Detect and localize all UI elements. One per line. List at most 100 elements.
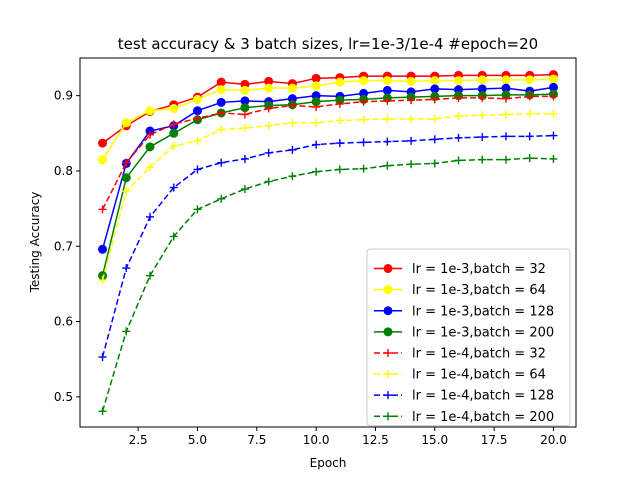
series-lr-1e-4-batch-200-point [240,185,249,194]
series-lr-1e-4-batch-200-point [288,172,297,181]
series-lr-1e-3-batch-128-point [430,84,440,94]
series-lr-1e-4-batch-128-point [549,131,558,140]
series-lr-1e-4-batch-32-point [240,110,249,119]
series-lr-1e-4-batch-128-point [240,154,249,163]
series-lr-1e-4-batch-32-point [146,130,155,139]
legend-label: lr = 1e-3,batch = 128 [412,304,554,319]
series-lr-1e-4-batch-128-point [359,138,368,147]
legend-label: lr = 1e-4,batch = 128 [412,389,554,404]
series-lr-1e-4-batch-128 [98,131,558,361]
series-lr-1e-4-batch-32-point [217,108,226,117]
series-lr-1e-4-batch-64-point [454,111,463,120]
series-lr-1e-4-batch-32-point [549,92,558,101]
series-lr-1e-4-batch-64-point [359,115,368,124]
series-lr-1e-3-batch-64-point [216,85,226,95]
series-lr-1e-3-batch-64-point [264,83,274,93]
series-lr-1e-4-batch-32-point [98,205,107,214]
series-lr-1e-3-batch-64-point [121,118,131,128]
y-axis-label: Testing Accuracy [28,192,42,294]
legend-entry: lr = 1e-4,batch = 32 [374,346,546,361]
legend-entry: lr = 1e-3,batch = 200 [374,325,554,340]
series-lr-1e-4-batch-64-point [122,187,131,196]
series-lr-1e-3-batch-64-point [382,76,392,86]
series-lr-1e-3-batch-32-point [98,138,108,148]
legend-label: lr = 1e-4,batch = 64 [412,368,546,383]
series-lr-1e-4-batch-32-point [478,93,487,102]
series-lr-1e-4-batch-32-point [501,94,510,103]
series-lr-1e-3-batch-64-point [501,75,511,85]
series-lr-1e-4-batch-200 [98,154,558,416]
series-lr-1e-4-batch-128-point [501,132,510,141]
series-lr-1e-4-batch-200-point [501,155,510,164]
series-lr-1e-4-batch-200-point [217,194,226,203]
series-lr-1e-4-batch-64-point [549,109,558,118]
legend-marker [383,264,393,274]
series-lr-1e-3-batch-64 [98,74,558,165]
series-lr-1e-3-batch-64-point [335,77,345,87]
series-lr-1e-4-batch-64-point [478,111,487,120]
series-lr-1e-4-batch-200-point [122,327,131,336]
x-axis: 2.5 5.0 7.5 10.0 12.5 15.0 17.5 20.0 [129,427,567,447]
y-tick-label: 0.5 [54,390,73,404]
series-lr-1e-4-batch-32-point [169,120,178,129]
series-lr-1e-4-batch-64-point [430,114,439,123]
legend-marker [384,391,392,400]
series-lr-1e-3-batch-64-point [169,103,179,113]
series-lr-1e-4-batch-128-point [312,140,321,149]
series-lr-1e-4-batch-32-point [122,158,131,167]
series-lr-1e-4-batch-32 [98,92,558,214]
series-lr-1e-3-batch-200 [98,89,558,281]
series-lr-1e-4-batch-128-point [454,133,463,142]
series-lr-1e-4-batch-128-point [335,139,344,148]
x-tick-label: 17.5 [481,433,508,447]
series-lr-1e-4-batch-64-point [264,121,273,130]
x-tick-label: 7.5 [247,433,266,447]
series-lr-1e-3-batch-64-point [359,76,369,86]
series-lr-1e-3-batch-128-point [382,85,392,95]
series-lr-1e-4-batch-32-point [193,114,202,123]
series-lr-1e-4-batch-64-line [101,112,554,281]
legend-entry: lr = 1e-3,batch = 32 [374,262,546,277]
series-lr-1e-4-batch-64-point [169,142,178,151]
series-lr-1e-3-batch-32-point [311,73,321,83]
series-lr-1e-3-batch-64-point [98,155,108,165]
series-lr-1e-4-batch-128-point [407,136,416,145]
series-lr-1e-3-batch-128-point [98,244,108,254]
series-lr-1e-4-batch-32-point [454,93,463,102]
series-lr-1e-3-batch-64-point [145,106,155,116]
series-lr-1e-4-batch-32-point [264,104,273,113]
series-lr-1e-4-batch-200-point [454,156,463,165]
series-lr-1e-3-batch-32-point [216,77,226,87]
y-tick-label: 0.6 [54,315,73,329]
series-lr-1e-3-batch-200-point [145,142,155,152]
series-lr-1e-4-batch-200-point [146,271,155,280]
legend-marker [383,306,393,316]
x-axis-label: Epoch [310,456,347,470]
series-lr-1e-4-batch-32-point [312,102,321,111]
legend-marker [383,327,393,337]
x-tick-label: 15.0 [421,433,448,447]
series-lr-1e-4-batch-200-point [169,232,178,241]
series-lr-1e-4-batch-64-point [407,114,416,123]
legend-label: lr = 1e-4,batch = 200 [412,410,554,425]
series-lr-1e-4-batch-64-point [288,118,297,127]
series-lr-1e-4-batch-128-point [146,212,155,221]
series-lr-1e-4-batch-32-line [101,95,554,210]
legend-marker [383,285,393,295]
series-lr-1e-3-batch-64-point [311,81,321,91]
legend: lr = 1e-3,batch = 32 lr = 1e-3,batch = 64… [366,248,571,427]
series-lr-1e-4-batch-64-point [217,125,226,134]
series-lr-1e-4-batch-200-point [312,167,321,176]
series-lr-1e-4-batch-128-point [288,145,297,154]
series-lr-1e-4-batch-32-point [359,97,368,106]
series-lr-1e-4-batch-200-point [430,159,439,168]
series-lr-1e-4-batch-64-point [98,276,107,285]
series-lr-1e-4-batch-128-point [383,137,392,146]
series-lr-1e-4-batch-200-point [98,407,107,416]
series-lr-1e-4-batch-32-point [525,92,534,101]
series-lr-1e-4-batch-128-point [264,148,273,157]
series-lr-1e-4-batch-32-point [430,95,439,104]
axes-frame [79,57,577,428]
series-lr-1e-4-batch-200-point [525,154,534,163]
